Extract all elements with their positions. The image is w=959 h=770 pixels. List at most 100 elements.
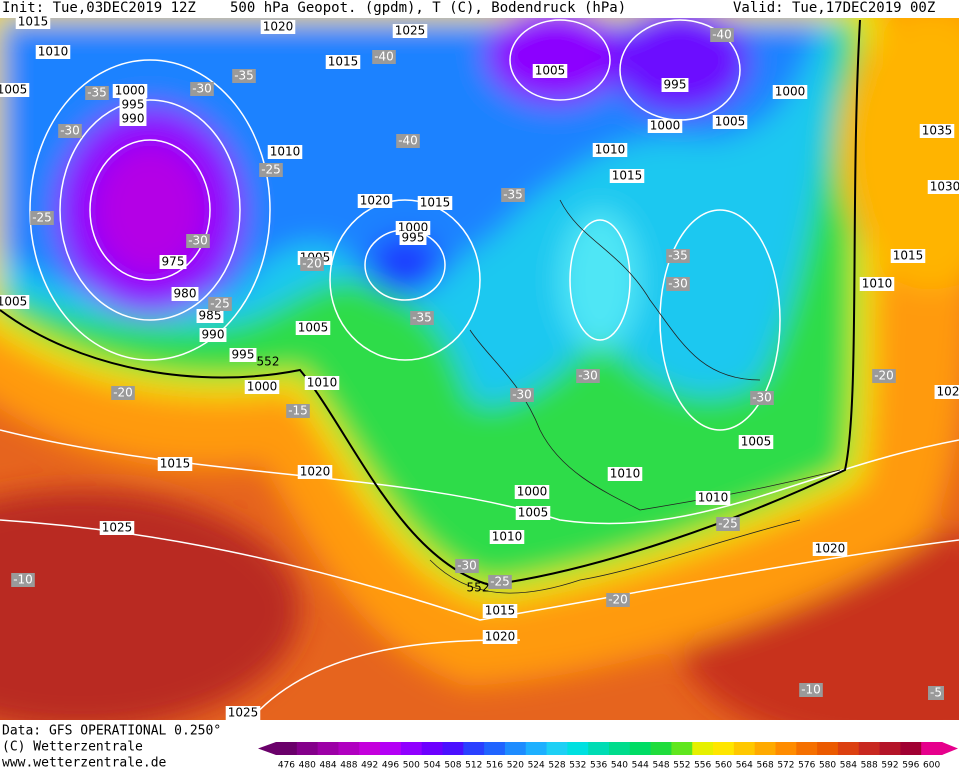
pressure-label: 975	[162, 255, 185, 269]
temperature-label-box	[186, 234, 210, 248]
colorbar-label: 600	[923, 761, 940, 770]
pressure-label-box	[859, 277, 895, 291]
colorbar-label: 480	[299, 761, 316, 770]
temperature-label-box	[576, 369, 600, 383]
pressure-label: 1025	[102, 521, 133, 535]
temperature-label-box	[710, 28, 734, 42]
pressure-label: 990	[202, 328, 225, 342]
pressure-label: 985	[199, 309, 222, 323]
pressure-label: 995	[664, 78, 687, 92]
colorbar-label: 540	[611, 761, 628, 770]
map-title: 500 hPa Geopot. (gpdm), T (C), Bodendruc…	[230, 0, 626, 16]
temperature-label: -20	[608, 593, 628, 607]
pressure-label-box	[934, 385, 959, 399]
pressure-label-box	[357, 194, 393, 208]
pressure-label: 1005	[298, 321, 329, 335]
temperature-label-box	[58, 124, 82, 138]
temperature-label-box	[750, 391, 774, 405]
temperature-label-box	[872, 369, 896, 383]
pressure-label-box	[695, 491, 731, 505]
colorbar-swatch	[296, 742, 319, 755]
temperature-label: -30	[457, 559, 477, 573]
pressure-label-box	[244, 380, 280, 394]
pressure-label: 1030	[930, 180, 959, 194]
pressure-label: 1020	[263, 20, 294, 34]
temperature-label-box	[716, 517, 740, 531]
temperature-label: -35	[412, 311, 432, 325]
temperature-label-box	[928, 686, 944, 700]
colorbar-swatch	[588, 742, 610, 755]
colorbar-swatch	[900, 742, 922, 755]
colorbar-swatch	[525, 742, 548, 755]
colorbar-swatch	[484, 742, 506, 755]
pressure-label: 1010	[492, 530, 523, 544]
colorbar-label: 588	[861, 761, 878, 770]
pressure-label-box	[482, 630, 518, 644]
colorbar-swatch	[546, 742, 568, 755]
pressure-label-box	[399, 231, 427, 245]
temperature-label-box	[666, 249, 690, 263]
colorbar-swatch	[421, 742, 443, 755]
pressure-label-box	[0, 83, 30, 97]
pressure-label: 1020	[815, 542, 846, 556]
colorbar-label: 584	[840, 761, 857, 770]
pressure-label: 1005	[535, 64, 566, 78]
temperature-label: -25	[210, 297, 230, 311]
colorbar-swatch	[567, 742, 589, 755]
pressure-label: 1025	[395, 24, 426, 38]
pressure-label: 1015	[18, 15, 49, 29]
temperature-label: -35	[234, 69, 254, 83]
pressure-label-box	[592, 143, 628, 157]
colorbar-label: 580	[819, 761, 836, 770]
pressure-label: 995	[232, 348, 255, 362]
colorbar-swatch	[504, 742, 527, 755]
pressure-label-box	[712, 115, 748, 129]
temperature-label: -35	[668, 249, 688, 263]
colorbar-label: 536	[590, 761, 607, 770]
pressure-label: 1005	[715, 115, 746, 129]
pressure-label-box	[482, 604, 518, 618]
temperature-label-box	[232, 69, 256, 83]
pressure-label-box	[119, 98, 147, 112]
pressure-label-box	[229, 348, 257, 362]
pressure-label-box	[267, 145, 303, 159]
temperature-label: -35	[87, 86, 107, 100]
colorbar-swatch	[463, 742, 485, 755]
pressure-label: 1000	[115, 84, 146, 98]
pressure-label-box	[392, 24, 428, 38]
colorbar-swatch	[317, 742, 339, 755]
colorbar-swatch	[671, 742, 693, 755]
pressure-label: 1010	[38, 45, 69, 59]
temperature-label-box	[85, 86, 109, 100]
pressure-label-box	[514, 485, 550, 499]
temperature-label-box	[11, 573, 35, 587]
pressure-label-box	[295, 321, 331, 335]
pressure-label-box	[196, 309, 224, 323]
colorbar-label: 576	[798, 761, 815, 770]
pressure-label-box	[35, 45, 71, 59]
colorbar-label: 592	[881, 761, 898, 770]
colorbar-label: 596	[902, 761, 919, 770]
pressure-label-box	[927, 180, 959, 194]
colorbar-swatch	[609, 742, 631, 755]
temperature-label-box	[190, 82, 214, 96]
pressure-label: 1020	[485, 630, 516, 644]
temperature-label-box	[259, 163, 283, 177]
temperature-label: -40	[398, 134, 418, 148]
temperature-label-box	[488, 575, 512, 589]
colorbar-swatch	[858, 742, 881, 755]
url: www.wetterzentrale.de	[2, 756, 167, 770]
pressure-label-box	[260, 20, 296, 34]
pressure-label-box	[157, 457, 193, 471]
colorbar-swatch	[442, 742, 464, 755]
pressure-label-box	[159, 255, 187, 269]
colorbar-label: 496	[382, 761, 399, 770]
temperature-label-box	[300, 257, 324, 271]
temperature-label: -25	[32, 211, 52, 225]
temperature-label-box	[410, 311, 434, 325]
pressure-label: 1000	[517, 485, 548, 499]
colorbar-label: 484	[319, 761, 336, 770]
